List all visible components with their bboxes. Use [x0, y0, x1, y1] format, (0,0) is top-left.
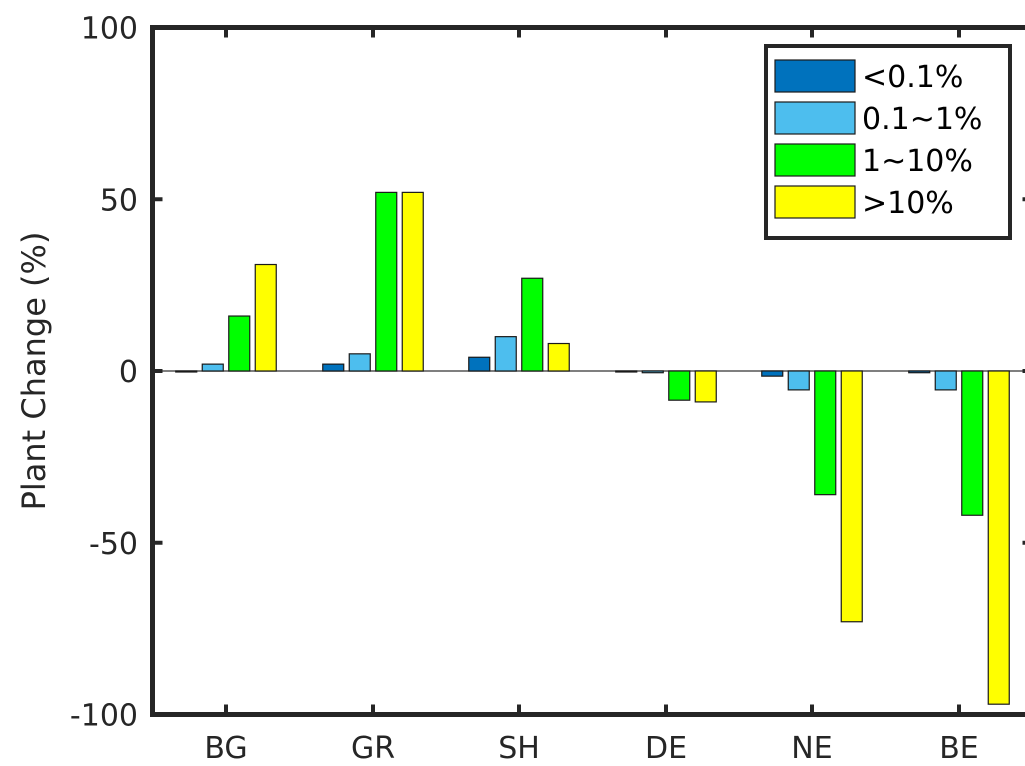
- legend-label: 0.1~1%: [862, 102, 982, 137]
- bar-gr-series-1: [322, 363, 345, 372]
- x-tick-label: BG: [204, 731, 247, 766]
- y-tick-label: -100: [70, 699, 138, 734]
- y-tick-label: 50: [100, 183, 138, 218]
- y-ticks-layer: 100 50 0 -50 -100: [70, 12, 1025, 734]
- x-tick-label: DE: [645, 731, 687, 766]
- bar-sh-series-4: [547, 342, 570, 372]
- x-ticks-layer: BG GR SH DE NE BE: [204, 27, 979, 766]
- y-tick-label: -50: [89, 527, 138, 562]
- bar-ne-series-3: [814, 370, 837, 496]
- bar-be-series-3: [961, 370, 984, 516]
- bar-gr-series-3: [375, 191, 398, 372]
- bar-de-series-4: [694, 370, 717, 403]
- bar-be-series-4: [987, 370, 1010, 705]
- bar-sh-series-1: [468, 356, 491, 372]
- legend-label: <0.1%: [862, 60, 963, 95]
- bars-layer: [175, 191, 1010, 705]
- bar-be-series-2: [934, 370, 957, 391]
- x-tick-label: GR: [351, 731, 395, 766]
- bar-ne-series-2: [787, 370, 810, 391]
- x-tick-label: SH: [498, 731, 540, 766]
- legend-swatch: [774, 101, 856, 135]
- bar-bg-series-2: [201, 363, 224, 372]
- bar-de-series-2: [641, 370, 664, 374]
- legend-swatch: [774, 185, 856, 219]
- legend: <0.1% 0.1~1% 1~10% >10%: [764, 44, 1012, 240]
- x-tick-label: NE: [791, 731, 832, 766]
- bar-bg-series-3: [228, 315, 251, 372]
- bar-ne-series-1: [761, 370, 784, 377]
- bar-de-series-1: [615, 370, 638, 373]
- bar-gr-series-4: [401, 191, 424, 372]
- bar-bg-series-4: [254, 263, 277, 372]
- legend-swatch: [774, 59, 856, 93]
- legend-label: >10%: [862, 186, 954, 221]
- bar-sh-series-2: [494, 336, 517, 372]
- bar-ne-series-4: [840, 370, 863, 623]
- bar-de-series-3: [668, 370, 691, 401]
- y-tick-label: 0: [119, 355, 138, 390]
- y-axis-label: Plant Change (%): [15, 232, 53, 511]
- bar-bg-series-1: [175, 370, 198, 373]
- legend-label: 1~10%: [862, 144, 973, 179]
- bar-gr-series-2: [348, 353, 371, 372]
- legend-swatch: [774, 143, 856, 177]
- y-tick-label: 100: [81, 12, 138, 47]
- x-tick-label: BE: [939, 731, 979, 766]
- bar-sh-series-3: [521, 277, 544, 372]
- bar-be-series-1: [908, 370, 931, 374]
